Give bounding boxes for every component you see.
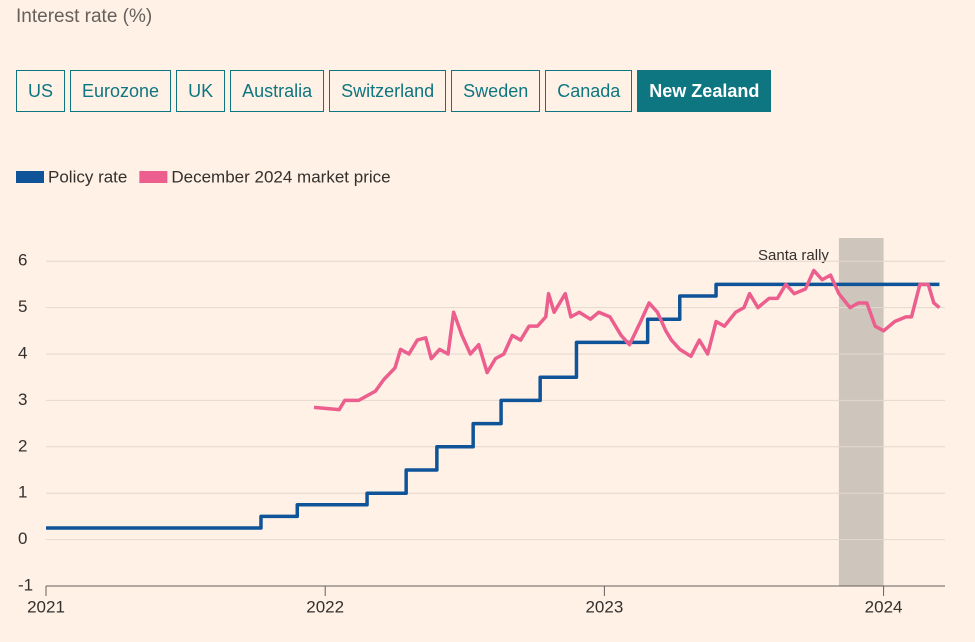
- y-tick-label: 3: [18, 390, 27, 409]
- x-tick-label: 2023: [585, 597, 623, 616]
- tab[interactable]: Canada: [545, 70, 633, 112]
- x-tick-label: 2022: [306, 597, 344, 616]
- tab[interactable]: US: [16, 70, 66, 112]
- tab[interactable]: UK: [176, 70, 226, 112]
- y-tick-label: 4: [18, 343, 27, 362]
- y-tick-label: 6: [18, 251, 27, 270]
- y-tick-label: 2: [18, 436, 27, 455]
- tab[interactable]: Australia: [230, 70, 325, 112]
- line-series: [313, 268, 941, 412]
- legend-swatch: [139, 171, 168, 183]
- x-tick-label: 2021: [27, 597, 65, 616]
- tab[interactable]: Switzerland: [329, 70, 447, 112]
- y-tick-label: 1: [18, 483, 27, 502]
- y-tick-label: -1: [18, 575, 33, 594]
- tab[interactable]: New Zealand: [637, 70, 772, 112]
- legend-swatch: [16, 171, 44, 183]
- x-tick-label: 2024: [865, 597, 903, 616]
- y-tick-label: 0: [18, 529, 27, 548]
- shaded-span: [838, 238, 884, 586]
- line-series: [46, 282, 940, 530]
- tab[interactable]: Sweden: [451, 70, 541, 112]
- tab-bar: US Eurozone UK Australia Switzerland Sweden Ca…: [16, 70, 772, 112]
- y-tick-label: 5: [18, 297, 27, 316]
- chart-title: Interest rate (%): [16, 6, 153, 27]
- tab[interactable]: Eurozone: [70, 70, 172, 112]
- annotation: Santa rally: [758, 247, 829, 264]
- legend-label: December 2024 market price: [171, 167, 390, 186]
- legend-label: Policy rate: [48, 167, 127, 186]
